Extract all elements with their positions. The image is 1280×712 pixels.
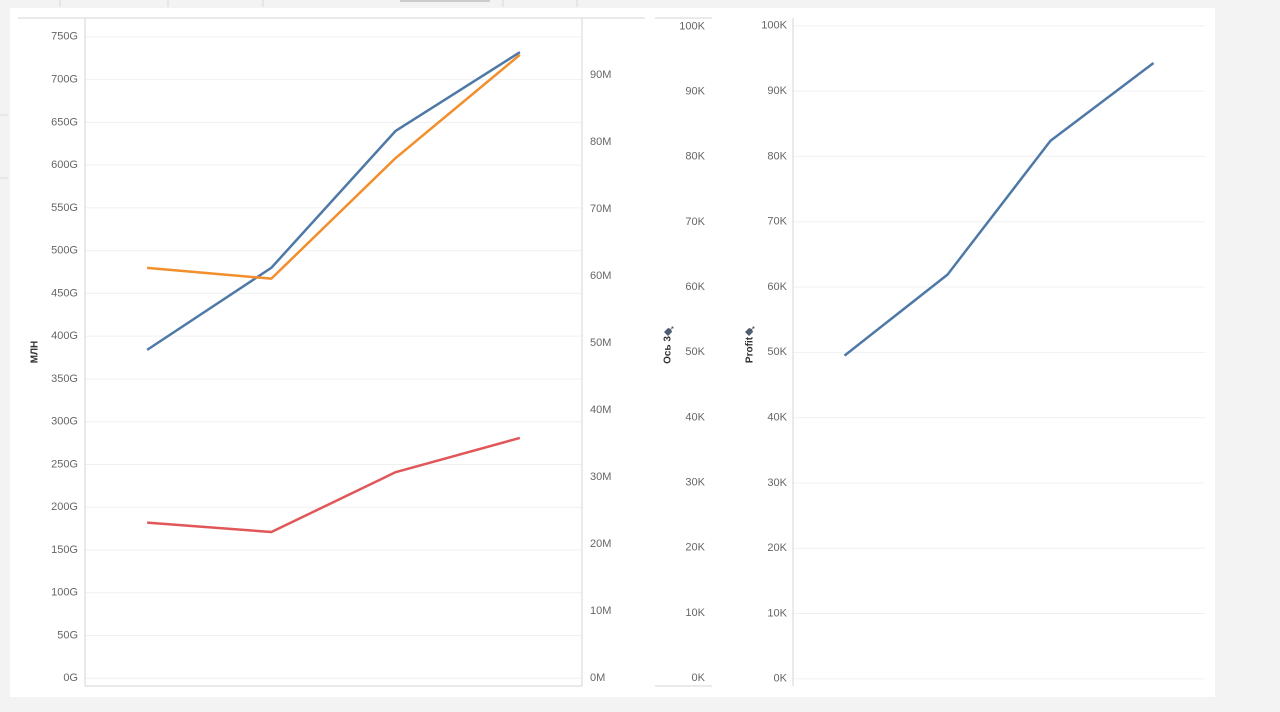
y-tick-label: 50K bbox=[685, 346, 705, 358]
y-tick-label: 150G bbox=[51, 544, 78, 556]
y2-tick-label: 60M bbox=[590, 270, 611, 282]
y-tick-label: 10K bbox=[685, 607, 705, 619]
y-tick-label: 350G bbox=[51, 373, 78, 385]
y-tick-label: 40K bbox=[767, 412, 787, 424]
y2-tick-label: 0M bbox=[590, 672, 605, 684]
y-tick-label: 60K bbox=[767, 281, 787, 293]
y-tick-label: 90K bbox=[685, 86, 705, 98]
y2-tick-label: 50M bbox=[590, 337, 611, 349]
y-tick-label: 30K bbox=[685, 477, 705, 489]
y-tick-label: 20K bbox=[767, 542, 787, 554]
y2-tick-label: 90M bbox=[590, 69, 611, 81]
y-tick-label: 40K bbox=[685, 411, 705, 423]
line-series bbox=[146, 51, 521, 351]
y2-tick-label: 30M bbox=[590, 471, 611, 483]
top-strip bbox=[0, 0, 1280, 8]
y-tick-label: 0G bbox=[63, 672, 78, 684]
y-tick-label: 0K bbox=[774, 673, 788, 685]
y-tick-label: 450G bbox=[51, 287, 78, 299]
pin-icon bbox=[664, 326, 755, 336]
y-tick-label: 70K bbox=[685, 216, 705, 228]
y-tick-label: 600G bbox=[51, 159, 78, 171]
y-tick-label: 80K bbox=[685, 151, 705, 163]
line-series bbox=[147, 53, 521, 280]
y-tick-label: 100K bbox=[761, 20, 787, 32]
y-tick-label: 60K bbox=[685, 281, 705, 293]
y-tick-label: 20K bbox=[685, 542, 705, 554]
y-tick-label: 700G bbox=[51, 73, 78, 85]
y-tick-label: 50K bbox=[767, 346, 787, 358]
top-separators bbox=[59, 0, 578, 7]
y-tick-label: 10K bbox=[767, 607, 787, 619]
y2-tick-label: 20M bbox=[590, 538, 611, 550]
y2-tick-label: 70M bbox=[590, 203, 611, 215]
y-tick-label: 30K bbox=[767, 477, 787, 489]
tab-marker bbox=[400, 0, 490, 2]
y-tick-label: 100G bbox=[51, 587, 78, 599]
line-series bbox=[843, 62, 1155, 357]
y2-tick-label: 80M bbox=[590, 136, 611, 148]
y-tick-label: 0K bbox=[692, 672, 706, 684]
y-tick-label: 100K bbox=[679, 20, 705, 32]
axis-title: Ось 3 bbox=[663, 336, 674, 364]
y-tick-label: 500G bbox=[51, 245, 78, 257]
y-tick-label: 70K bbox=[767, 216, 787, 228]
y-tick-label: 80K bbox=[767, 150, 787, 162]
y-tick-label: 250G bbox=[51, 458, 78, 470]
y-tick-label: 90K bbox=[767, 85, 787, 97]
y-tick-label: 200G bbox=[51, 501, 78, 513]
y-tick-label: 650G bbox=[51, 116, 78, 128]
y-tick-label: 400G bbox=[51, 330, 78, 342]
y-tick-label: 750G bbox=[51, 31, 78, 43]
y-tick-label: 300G bbox=[51, 416, 78, 428]
axis-title: МЛН bbox=[30, 341, 41, 364]
line-series bbox=[147, 436, 521, 534]
y-tick-label: 50G bbox=[57, 629, 78, 641]
axis-title: Profit bbox=[745, 336, 756, 363]
y2-tick-label: 40M bbox=[590, 404, 611, 416]
y-tick-label: 550G bbox=[51, 202, 78, 214]
y2-tick-label: 10M bbox=[590, 605, 611, 617]
